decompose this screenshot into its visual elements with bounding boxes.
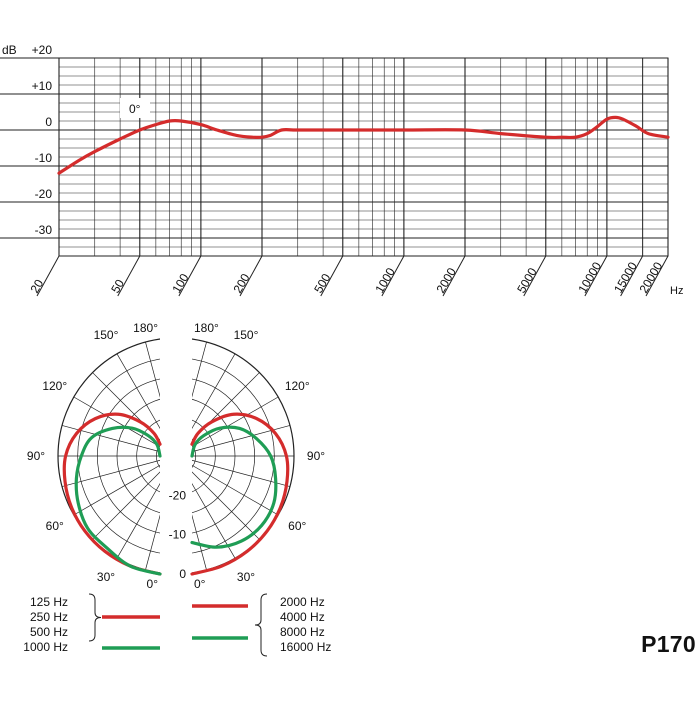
y-tick-label: -10: [35, 151, 53, 165]
polar-series-line: [190, 425, 278, 549]
x-tick-label: 200: [230, 271, 252, 296]
angle-label: 120°: [42, 379, 67, 393]
polar-spoke: [175, 455, 279, 516]
annotation-label: 0°: [129, 102, 141, 116]
legend: [88, 593, 268, 657]
x-tick-label: 5000: [514, 265, 540, 295]
angle-label: 60°: [288, 519, 306, 533]
polar-series-line: [190, 412, 290, 576]
product-label: P170: [641, 631, 696, 657]
y-tick-label: -30: [35, 223, 53, 237]
x-tick-line: [620, 255, 644, 297]
x-tick-label: 2000: [433, 265, 459, 295]
angle-label: 180°: [194, 321, 219, 335]
legend-label: 250 Hz: [30, 610, 68, 624]
x-tick-line: [645, 255, 669, 297]
x-tick-label: 20000: [636, 259, 665, 295]
y-axis-label: dB: [2, 43, 17, 57]
polar-spoke: [73, 455, 177, 516]
polar-series: [62, 412, 162, 576]
x-tick-label: 50: [108, 277, 127, 296]
x-tick-line: [239, 255, 263, 297]
legend-label: 1000 Hz: [23, 640, 68, 654]
polar-spoke: [61, 455, 177, 487]
polar-series-line: [62, 412, 162, 576]
y-tick-label: +10: [32, 79, 53, 93]
angle-label: 30°: [237, 570, 255, 584]
x-tick-line: [584, 255, 608, 297]
angle-label: 180°: [133, 321, 158, 335]
legend-label: 16000 Hz: [280, 640, 331, 654]
x-tick-line: [178, 255, 202, 297]
center-cutout: [166, 446, 186, 466]
x-tick-line: [381, 255, 405, 297]
radius-label: -10: [169, 528, 187, 542]
plot-frame: [58, 57, 669, 257]
legend-brace: [254, 593, 268, 657]
polar-spoke: [175, 455, 291, 487]
legend-label: 8000 Hz: [280, 625, 325, 639]
x-tick-line: [320, 255, 344, 297]
angle-label: 60°: [46, 519, 64, 533]
radius-label: -20: [169, 488, 187, 502]
x-tick-line: [117, 255, 141, 297]
radius-label: 0: [179, 567, 186, 581]
series-line: [57, 115, 670, 175]
y-tick-label: -20: [35, 187, 53, 201]
x-tick-label: 100: [169, 271, 191, 296]
angle-label: 150°: [94, 328, 119, 342]
angle-label: 150°: [234, 328, 259, 342]
legend-label: 125 Hz: [30, 595, 68, 609]
angle-label: 30°: [97, 570, 115, 584]
angle-label: 120°: [285, 379, 310, 393]
polar-series: [190, 425, 278, 549]
y-tick-label: +20: [32, 43, 53, 57]
annotation-box: [120, 98, 150, 118]
x-tick-line: [442, 255, 466, 297]
y-tick-label: 0: [45, 115, 52, 129]
angle-label: 90°: [307, 449, 325, 463]
polar-pattern-chart: [57, 308, 295, 604]
legend-label: 4000 Hz: [280, 610, 325, 624]
x-tick-label: 20: [27, 277, 46, 296]
polar-series: [74, 425, 162, 576]
x-tick-line: [36, 255, 60, 297]
polar-series-line: [74, 425, 162, 576]
x-tick-label: 15000: [611, 259, 640, 295]
x-tick-label: 500: [311, 271, 333, 296]
x-tick-label: 1000: [372, 265, 398, 295]
x-tick-label: 10000: [575, 259, 604, 295]
x-axis-label: Hz: [670, 285, 683, 297]
angle-label: 0°: [147, 577, 159, 591]
angle-label: 0°: [194, 577, 206, 591]
legend-label: 500 Hz: [30, 625, 68, 639]
legend-label: 2000 Hz: [280, 595, 325, 609]
polar-series: [190, 412, 290, 576]
legend-brace: [88, 593, 102, 642]
angle-label: 90°: [27, 449, 45, 463]
x-tick-line: [523, 255, 547, 297]
frequency-response-chart: [0, 57, 670, 297]
